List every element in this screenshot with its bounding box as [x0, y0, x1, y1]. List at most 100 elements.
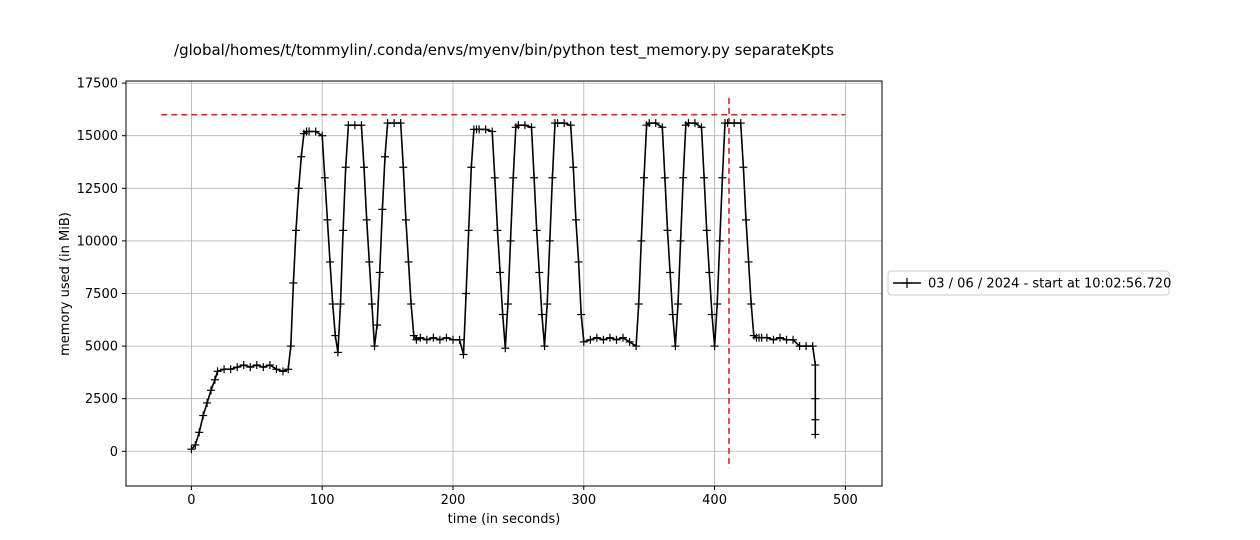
data-point-marker [226, 365, 235, 374]
x-tick-label: 0 [187, 493, 195, 508]
data-point-marker [811, 394, 820, 403]
data-point-marker [278, 367, 287, 376]
data-point-marker [336, 300, 345, 309]
y-tick-label: 7500 [85, 287, 118, 302]
data-point-marker [404, 257, 413, 266]
data-point-marker [579, 337, 588, 346]
x-axis-label: time (in seconds) [448, 512, 561, 527]
data-point-marker [599, 335, 608, 344]
legend-box [887, 270, 1170, 296]
data-point-marker [455, 335, 464, 344]
series-layer [187, 119, 820, 454]
data-point-marker [747, 300, 756, 309]
data-point-marker [545, 236, 554, 245]
data-point-marker [632, 342, 641, 351]
data-point-marker [328, 300, 337, 309]
data-point-marker [811, 430, 820, 439]
data-point-marker [333, 348, 342, 357]
y-tick-label: 2500 [85, 392, 118, 407]
data-point-marker [668, 310, 677, 319]
data-point-marker [673, 300, 682, 309]
y-axis-ticks: 0 2500 5000 7500 10000 12500 15000 17500 [77, 77, 126, 460]
data-point-marker [509, 173, 518, 182]
x-axis-ticks: 0 100 200 300 400 500 [187, 486, 858, 508]
grid [126, 81, 882, 486]
x-tick-label: 100 [310, 493, 335, 508]
data-point-marker [741, 215, 750, 224]
data-point-marker [625, 337, 634, 346]
data-point-marker [311, 127, 320, 136]
data-point-marker [679, 173, 688, 182]
data-point-marker [736, 119, 745, 128]
data-point-marker [676, 236, 685, 245]
data-point-marker [569, 163, 578, 172]
data-point-marker [191, 440, 200, 449]
data-point-marker [435, 335, 444, 344]
data-point-marker [639, 173, 648, 182]
data-point-marker [462, 289, 471, 298]
data-point-marker [663, 226, 672, 235]
data-point-marker [592, 333, 601, 342]
data-point-marker [619, 333, 628, 342]
data-point-marker [289, 278, 298, 287]
data-point-marker [259, 363, 268, 372]
data-point-marker [396, 119, 405, 128]
legend-marker [902, 278, 912, 288]
data-point-marker [520, 121, 529, 130]
data-point-marker [286, 342, 295, 351]
x-tick-label: 200 [441, 493, 466, 508]
data-point-marker [416, 333, 425, 342]
data-point-marker [326, 257, 335, 266]
data-point-marker [378, 205, 387, 214]
data-point-marker [442, 333, 451, 342]
legend: 03 / 06 / 2024 - start at 10:02:56.720 [887, 270, 1171, 296]
y-tick-label: 0 [110, 445, 118, 460]
data-point-marker [560, 119, 569, 128]
data-point-marker [710, 342, 719, 351]
data-point-marker [362, 215, 371, 224]
data-point-marker [233, 363, 242, 372]
data-point-marker [401, 215, 410, 224]
data-point-marker [769, 335, 778, 344]
data-point-marker [429, 333, 438, 342]
data-point-marker [203, 398, 212, 407]
y-tick-label: 15000 [77, 129, 118, 144]
x-tick-label: 500 [833, 493, 858, 508]
data-point-marker [252, 361, 261, 370]
data-point-marker [292, 226, 301, 235]
data-point-marker [660, 173, 669, 182]
data-point-marker [496, 268, 505, 277]
y-tick-label: 17500 [77, 77, 118, 92]
legend-label: 03 / 06 / 2024 - start at 10:02:56.720 [928, 277, 1171, 292]
data-point-marker [320, 173, 329, 182]
data-point-marker [357, 121, 366, 130]
data-point-marker [586, 335, 595, 344]
data-point-marker [658, 123, 667, 132]
y-tick-label: 12500 [77, 182, 118, 197]
data-point-marker [272, 365, 281, 374]
data-point-marker [367, 300, 376, 309]
data-point-marker [713, 300, 722, 309]
data-point-marker [399, 163, 408, 172]
data-point-marker [213, 367, 222, 376]
data-point-marker [210, 375, 219, 384]
data-point-marker [318, 131, 327, 140]
data-point-marker [380, 152, 389, 161]
data-point-marker [265, 361, 274, 370]
data-point-marker [543, 300, 552, 309]
data-point-marker [574, 257, 583, 266]
data-point-marker [488, 127, 497, 136]
data-point-marker [532, 226, 541, 235]
y-tick-label: 5000 [85, 340, 118, 355]
data-point-marker [246, 363, 255, 372]
data-point-marker [459, 350, 468, 359]
data-point-marker [239, 361, 248, 370]
data-point-marker [375, 268, 384, 277]
data-point-marker [537, 310, 546, 319]
data-point-marker [571, 215, 580, 224]
data-point-marker [700, 173, 709, 182]
data-point-marker [690, 119, 699, 128]
data-point-marker [503, 300, 512, 309]
